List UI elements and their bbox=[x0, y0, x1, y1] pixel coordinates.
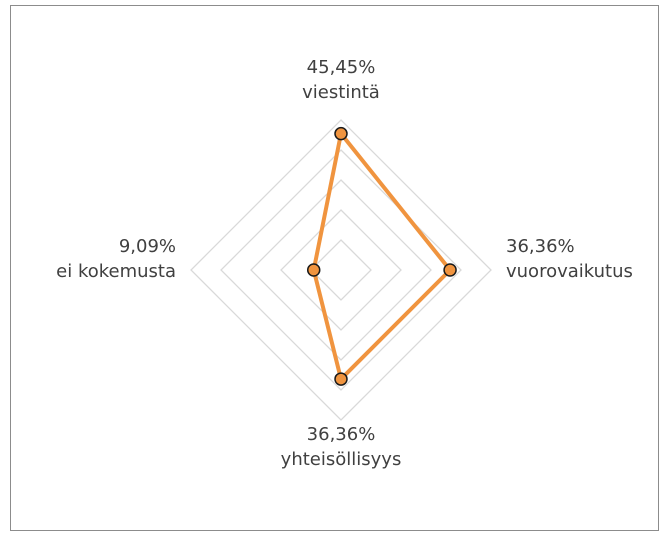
grid-ring bbox=[280, 209, 402, 331]
category-label: yhteisöllisyys bbox=[281, 449, 402, 470]
marker bbox=[306, 263, 321, 277]
marker bbox=[443, 263, 457, 277]
data-label: 9,09% bbox=[119, 236, 176, 257]
chart-frame bbox=[10, 5, 659, 531]
marker bbox=[334, 126, 348, 141]
data-label: 36,36% bbox=[506, 236, 575, 257]
grid-ring bbox=[310, 239, 372, 301]
data-label: 36,36% bbox=[307, 424, 376, 445]
marker bbox=[334, 372, 348, 386]
grid-ring bbox=[220, 149, 462, 391]
grid-ring bbox=[190, 119, 492, 421]
grid-ring bbox=[250, 179, 432, 361]
category-label: vuorovaikutus bbox=[506, 261, 633, 282]
category-label: viestintä bbox=[302, 82, 380, 103]
category-label: ei kokemusta bbox=[56, 261, 176, 282]
data-label: 45,45% bbox=[307, 57, 376, 78]
